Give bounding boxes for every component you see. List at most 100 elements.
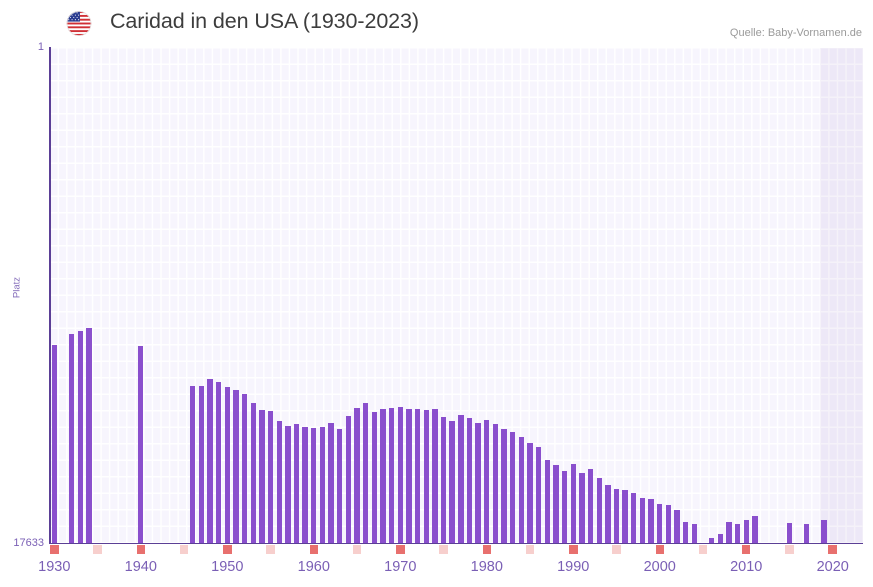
x-tick-major [482,545,492,554]
bar [561,471,568,543]
bar [726,522,732,543]
bar [535,447,542,543]
bar [613,489,620,543]
bar [821,520,827,543]
bar [380,409,386,543]
bar [354,408,360,543]
x-axis-tick-label: 1980 [470,559,503,575]
bar [605,485,611,543]
plot-area [50,48,863,543]
bar [371,412,377,543]
bar [267,411,274,543]
x-axis-tick-label: 2000 [643,559,676,575]
x-tick-minor [179,545,189,554]
bar [708,538,715,543]
x-axis-tick-label: 1990 [557,559,590,575]
bar [406,409,412,543]
x-axis-tick-label: 1970 [384,559,417,575]
bar [717,534,723,543]
bar [293,424,300,543]
bar [734,524,741,543]
bar [492,424,499,543]
bar [215,382,222,543]
x-tick-minor [525,545,535,554]
bar [570,464,576,543]
bar [328,423,334,543]
bar [648,499,654,543]
bar [259,410,265,543]
bar [475,423,481,543]
y-axis-line [49,47,51,544]
bar [319,427,326,543]
bar [743,520,749,543]
x-tick-major [569,545,578,554]
bar [311,428,317,543]
grid-pattern [50,48,863,543]
x-tick-major [50,545,59,554]
x-axis-line [49,542,863,545]
source-attribution: Quelle: Baby-Vornamen.de [729,27,862,39]
bar [68,334,75,543]
bar [596,478,602,543]
chart-header: Caridad in den USA (1930-2023) Quelle: B… [0,0,873,46]
bar [449,421,455,543]
bar [337,429,343,543]
x-axis-tick-label: 2010 [730,559,763,575]
bar [207,379,213,543]
us-flag-icon [66,11,92,36]
bar [397,407,403,543]
chart-title: Caridad in den USA (1930-2023) [110,9,419,33]
bar [345,416,352,543]
x-tick-major [396,545,405,554]
bar [518,437,525,543]
bar [241,394,248,543]
bar [691,524,698,543]
bar [198,386,205,543]
bar [527,443,533,543]
bar [752,516,758,543]
bar [440,417,447,543]
bar [51,345,57,543]
bar [466,418,473,543]
bar [388,408,395,543]
bar [501,429,507,543]
bar [414,409,421,543]
bar [674,510,680,543]
bar [544,460,550,543]
x-axis-tick-label: 1960 [297,559,330,575]
bar [276,421,282,543]
x-tick-minor [612,545,621,554]
bar [631,493,637,543]
bar [233,390,239,543]
bar [639,498,646,543]
x-axis-labels: 1930 1940 1950 1960 1970 1980 1990 2000 2010 2020 [0,559,873,581]
x-tick-minor [785,545,794,554]
bar [786,523,793,543]
bar [138,346,144,543]
bar [363,403,369,543]
x-axis-tick-strip [50,545,863,554]
bar [285,426,291,543]
x-tick-major [741,545,751,554]
x-tick-minor [352,545,362,554]
x-tick-major [655,545,664,554]
bar [622,490,628,543]
projection-shaded-band [819,48,863,543]
x-tick-major [223,545,232,554]
x-axis-tick-label: 1950 [211,559,244,575]
x-tick-major [136,545,146,554]
bar [77,331,83,543]
x-tick-major [309,545,319,554]
bar [432,409,438,543]
bar [423,410,429,543]
x-tick-major [828,545,837,554]
bar [510,432,516,543]
x-tick-minor [698,545,708,554]
y-axis-tick-bottom: 17633 [13,537,44,549]
x-axis-tick-label: 2020 [816,559,849,575]
bar [683,522,689,543]
y-axis-title: Platz [11,276,23,299]
bar [804,524,810,543]
bar [484,420,490,543]
